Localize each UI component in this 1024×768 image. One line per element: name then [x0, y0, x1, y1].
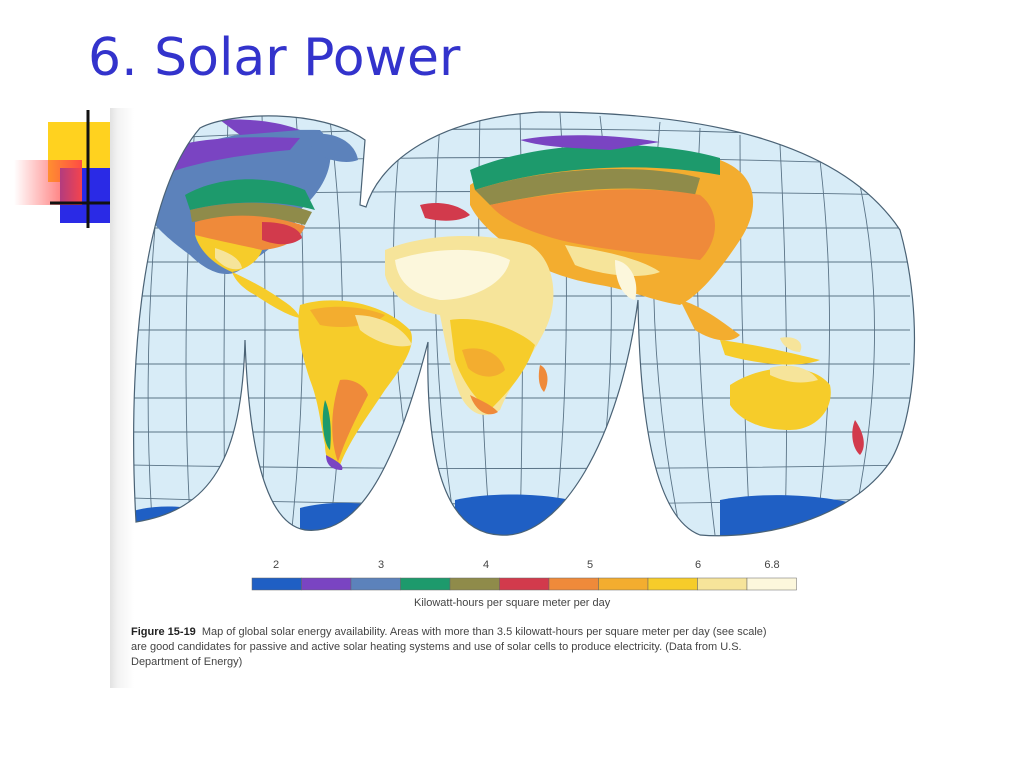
legend-swatch — [251, 577, 302, 591]
legend-tick-label: 4 — [483, 559, 489, 571]
figure-caption-text: Map of global solar energy availability.… — [131, 626, 767, 668]
legend-swatch — [301, 577, 352, 591]
figure-caption: Figure 15-19 Map of global solar energy a… — [131, 625, 771, 670]
legend-swatch — [350, 577, 401, 591]
legend-tick-label: 5 — [587, 559, 593, 571]
map-outline — [133, 111, 916, 537]
north-america — [138, 119, 358, 318]
legend-tick-label: 3 — [378, 559, 384, 571]
africa — [385, 235, 554, 415]
legend-swatch — [746, 577, 797, 591]
south-america — [298, 300, 412, 470]
legend-swatch — [647, 577, 698, 591]
legend-tick-label: 2 — [273, 559, 279, 571]
legend-swatch — [548, 577, 599, 591]
legend-swatch — [499, 577, 550, 591]
legend-swatch — [400, 577, 451, 591]
oceania — [730, 337, 864, 455]
legend-swatch — [598, 577, 649, 591]
figure-label: Figure 15-19 — [131, 626, 196, 638]
deco-red-square — [14, 160, 82, 205]
legend-tick-label: 6 — [695, 559, 701, 571]
eurasia — [420, 135, 820, 365]
legend-swatch — [697, 577, 748, 591]
legend-tick-label: 6.8 — [764, 559, 779, 571]
slide-title: 6. Solar Power — [88, 28, 461, 88]
slide-decoration — [14, 110, 112, 228]
legend-swatch — [449, 577, 500, 591]
legend-caption: Kilowatt-hours per square meter per day — [414, 597, 611, 609]
